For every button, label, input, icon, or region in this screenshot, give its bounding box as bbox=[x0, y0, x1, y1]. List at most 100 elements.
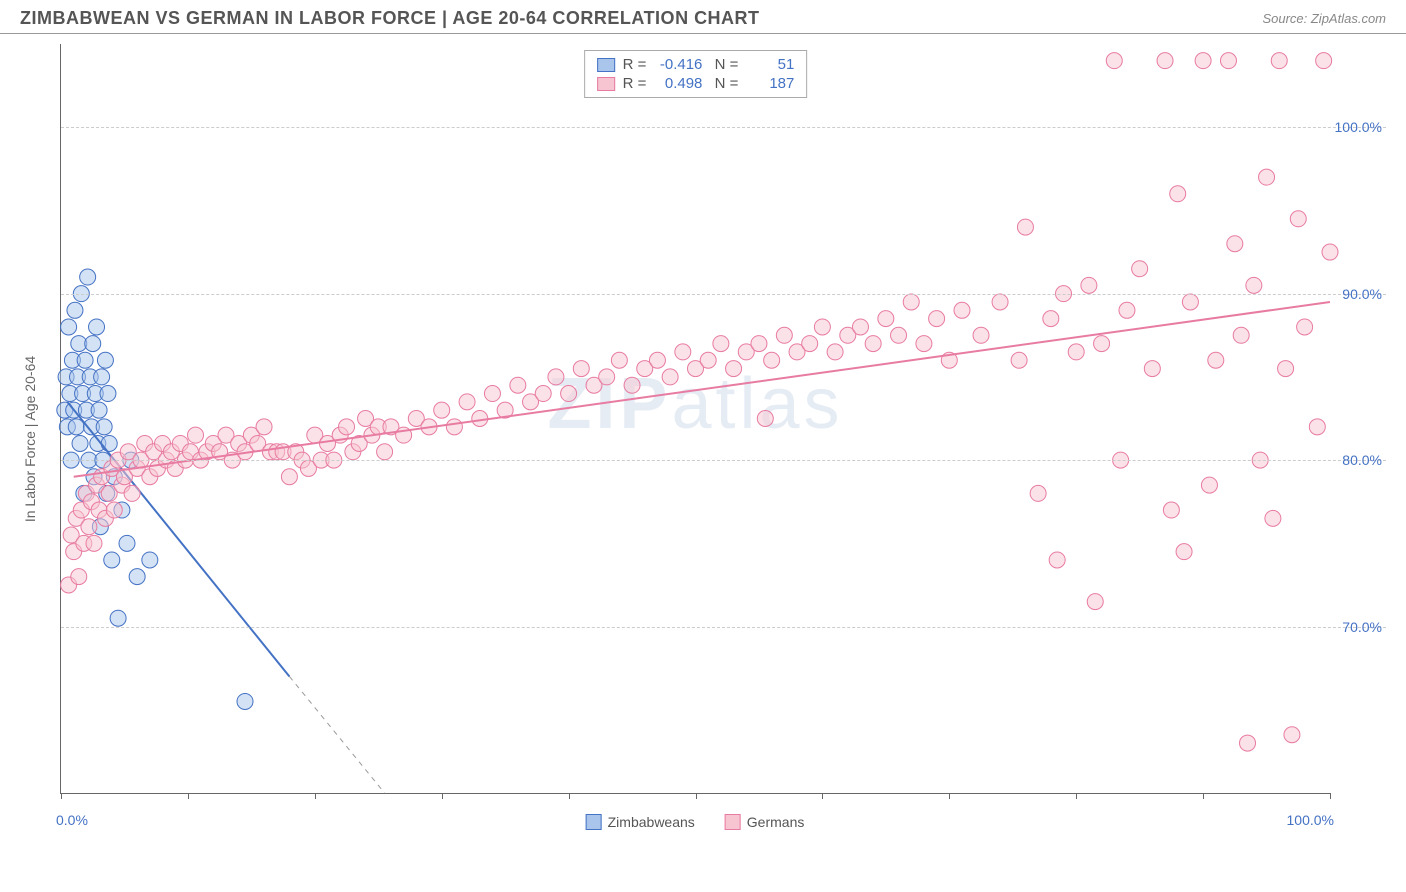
x-tick bbox=[949, 793, 950, 799]
scatter-point bbox=[237, 693, 253, 709]
gridline bbox=[61, 127, 1386, 128]
scatter-point bbox=[573, 361, 589, 377]
scatter-point bbox=[89, 319, 105, 335]
x-tick bbox=[442, 793, 443, 799]
scatter-point bbox=[865, 336, 881, 352]
scatter-point bbox=[1195, 53, 1211, 69]
scatter-point bbox=[535, 386, 551, 402]
scatter-point bbox=[339, 419, 355, 435]
scatter-point bbox=[1316, 53, 1332, 69]
scatter-point bbox=[142, 552, 158, 568]
scatter-point bbox=[1106, 53, 1122, 69]
scatter-point bbox=[1011, 352, 1027, 368]
x-tick bbox=[569, 793, 570, 799]
scatter-point bbox=[77, 352, 93, 368]
swatch-german bbox=[597, 77, 615, 91]
scatter-point bbox=[86, 535, 102, 551]
x-axis-max-label: 100.0% bbox=[1287, 812, 1334, 828]
scatter-point bbox=[96, 419, 112, 435]
scatter-point bbox=[67, 302, 83, 318]
scatter-point bbox=[94, 369, 110, 385]
scatter-point bbox=[561, 386, 577, 402]
x-tick bbox=[315, 793, 316, 799]
scatter-point bbox=[106, 502, 122, 518]
scatter-point bbox=[1049, 552, 1065, 568]
x-tick bbox=[696, 793, 697, 799]
scatter-point bbox=[256, 419, 272, 435]
scatter-point bbox=[101, 435, 117, 451]
scatter-point bbox=[434, 402, 450, 418]
scatter-point bbox=[1240, 735, 1256, 751]
x-tick bbox=[1330, 793, 1331, 799]
scatter-point bbox=[80, 269, 96, 285]
scatter-point bbox=[129, 569, 145, 585]
scatter-point bbox=[1157, 53, 1173, 69]
scatter-point bbox=[713, 336, 729, 352]
scatter-point bbox=[973, 327, 989, 343]
x-axis-min-label: 0.0% bbox=[56, 812, 88, 828]
scatter-point bbox=[484, 386, 500, 402]
scatter-point bbox=[1278, 361, 1294, 377]
scatter-point bbox=[1030, 485, 1046, 501]
chart-container: In Labor Force | Age 20-64 ZIPatlas R = … bbox=[20, 44, 1386, 834]
bottom-legend: Zimbabweans Germans bbox=[586, 814, 805, 830]
scatter-point bbox=[802, 336, 818, 352]
scatter-point bbox=[1176, 544, 1192, 560]
scatter-point bbox=[1119, 302, 1135, 318]
x-tick bbox=[822, 793, 823, 799]
scatter-point bbox=[814, 319, 830, 335]
scatter-point bbox=[916, 336, 932, 352]
y-tick-label: 100.0% bbox=[1335, 119, 1382, 135]
chart-header: ZIMBABWEAN VS GERMAN IN LABOR FORCE | AG… bbox=[0, 0, 1406, 34]
y-tick-label: 90.0% bbox=[1342, 286, 1382, 302]
legend-label: Zimbabweans bbox=[608, 814, 695, 830]
legend-label: Germans bbox=[747, 814, 805, 830]
scatter-point bbox=[446, 419, 462, 435]
scatter-point bbox=[1208, 352, 1224, 368]
scatter-point bbox=[929, 311, 945, 327]
scatter-point bbox=[726, 361, 742, 377]
scatter-point bbox=[72, 435, 88, 451]
scatter-point bbox=[377, 444, 393, 460]
x-tick bbox=[1076, 793, 1077, 799]
x-tick bbox=[1203, 793, 1204, 799]
gridline bbox=[61, 294, 1386, 295]
scatter-point bbox=[100, 386, 116, 402]
legend-swatch bbox=[725, 814, 741, 830]
gridline bbox=[61, 627, 1386, 628]
scatter-point bbox=[1043, 311, 1059, 327]
scatter-point bbox=[1170, 186, 1186, 202]
scatter-point bbox=[1163, 502, 1179, 518]
scatter-point bbox=[1271, 53, 1287, 69]
scatter-point bbox=[81, 519, 97, 535]
scatter-point bbox=[1087, 594, 1103, 610]
scatter-point bbox=[751, 336, 767, 352]
y-tick-label: 80.0% bbox=[1342, 452, 1382, 468]
scatter-point bbox=[548, 369, 564, 385]
scatter-point bbox=[1227, 236, 1243, 252]
scatter-point bbox=[124, 485, 140, 501]
scatter-point bbox=[675, 344, 691, 360]
scatter-point bbox=[1309, 419, 1325, 435]
stats-row-german: R = 0.498 N = 187 bbox=[597, 74, 795, 93]
chart-title: ZIMBABWEAN VS GERMAN IN LABOR FORCE | AG… bbox=[20, 8, 760, 29]
swatch-zimbabwean bbox=[597, 58, 615, 72]
gridline bbox=[61, 460, 1386, 461]
y-axis-title: In Labor Force | Age 20-64 bbox=[22, 356, 38, 522]
scatter-point bbox=[1284, 727, 1300, 743]
scatter-point bbox=[1322, 244, 1338, 260]
scatter-point bbox=[188, 427, 204, 443]
scatter-point bbox=[599, 369, 615, 385]
scatter-point bbox=[1094, 336, 1110, 352]
scatter-point bbox=[662, 369, 678, 385]
scatter-point bbox=[1132, 261, 1148, 277]
y-tick-label: 70.0% bbox=[1342, 619, 1382, 635]
scatter-point bbox=[903, 294, 919, 310]
scatter-point bbox=[1068, 344, 1084, 360]
scatter-point bbox=[827, 344, 843, 360]
scatter-point bbox=[852, 319, 868, 335]
scatter-point bbox=[119, 535, 135, 551]
scatter-point bbox=[85, 336, 101, 352]
scatter-point bbox=[954, 302, 970, 318]
scatter-point bbox=[1259, 169, 1275, 185]
